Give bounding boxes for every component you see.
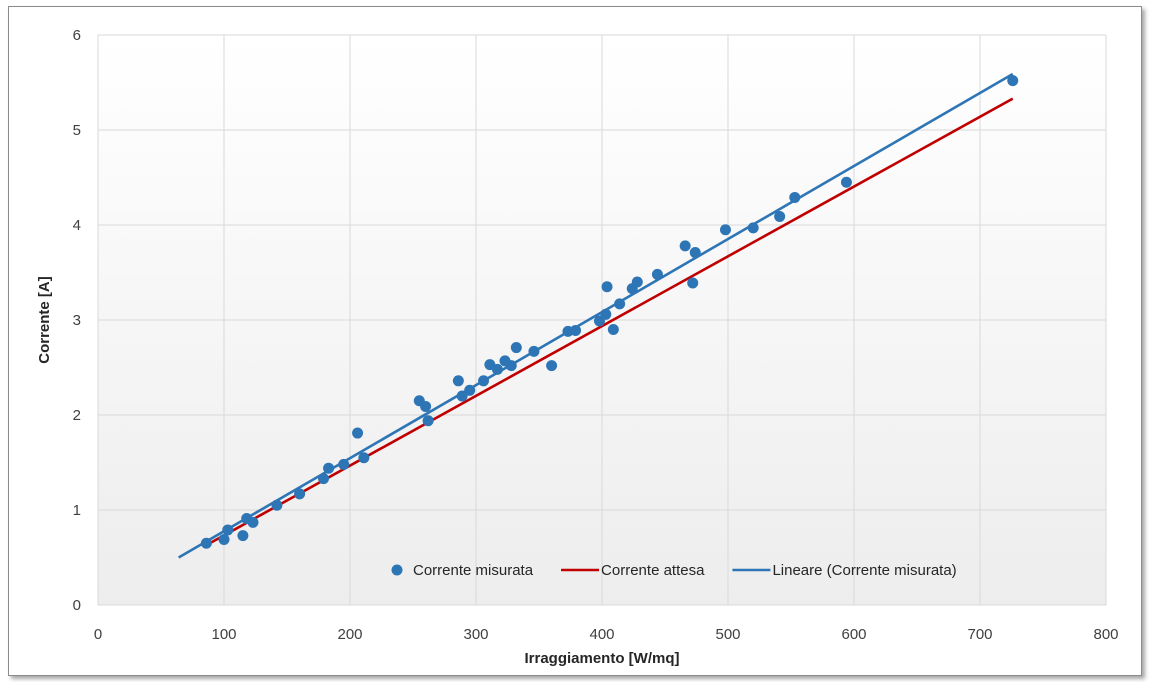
data-point bbox=[528, 345, 540, 357]
data-point bbox=[323, 462, 335, 474]
x-tick-label: 100 bbox=[211, 626, 236, 643]
x-tick-label: 500 bbox=[715, 626, 740, 643]
series-lines bbox=[177, 72, 1014, 559]
x-tick-label: 200 bbox=[337, 626, 362, 643]
data-point bbox=[294, 488, 306, 500]
data-point bbox=[200, 537, 212, 549]
data-point bbox=[491, 363, 503, 375]
data-point bbox=[600, 308, 612, 320]
data-point bbox=[271, 499, 283, 511]
data-point bbox=[840, 176, 852, 188]
data-point bbox=[510, 342, 522, 354]
data-point bbox=[505, 360, 517, 372]
data-point bbox=[631, 276, 643, 288]
data-point bbox=[222, 524, 234, 536]
y-axis-ticks: 0 1 2 3 4 5 6 bbox=[73, 27, 81, 614]
data-point bbox=[601, 281, 613, 293]
data-point bbox=[546, 360, 558, 372]
series-points bbox=[200, 75, 1019, 549]
data-point bbox=[420, 400, 432, 412]
data-point bbox=[789, 191, 801, 203]
legend: Corrente misurata Corrente attesa Lineare … bbox=[391, 562, 957, 579]
legend-label: Corrente misurata bbox=[413, 562, 534, 579]
legend-label: Lineare (Corrente misurata) bbox=[772, 562, 956, 579]
x-tick-label: 400 bbox=[589, 626, 614, 643]
data-point bbox=[247, 516, 259, 528]
x-axis-ticks: 0 100 200 300 400 500 600 700 800 bbox=[94, 626, 1119, 643]
x-tick-label: 800 bbox=[1093, 626, 1118, 643]
x-tick-label: 300 bbox=[463, 626, 488, 643]
data-point bbox=[1007, 75, 1019, 87]
legend-item: Corrente attesa bbox=[561, 562, 705, 579]
data-point bbox=[478, 375, 490, 387]
data-point bbox=[607, 324, 619, 335]
data-point bbox=[237, 530, 249, 542]
data-point bbox=[687, 277, 699, 289]
data-point bbox=[774, 210, 786, 222]
legend-item: Lineare (Corrente misurata) bbox=[732, 562, 957, 579]
legend-marker bbox=[391, 564, 403, 576]
data-point bbox=[218, 533, 230, 545]
data-point bbox=[338, 458, 350, 470]
data-point bbox=[747, 222, 759, 234]
x-axis-title: Irraggiamento [W/mq] bbox=[524, 650, 679, 667]
data-point bbox=[689, 247, 701, 259]
data-point bbox=[422, 415, 434, 427]
x-tick-label: 600 bbox=[841, 626, 866, 643]
x-tick-label: 700 bbox=[967, 626, 992, 643]
data-point bbox=[614, 298, 626, 310]
data-point bbox=[318, 473, 330, 485]
data-point bbox=[719, 224, 731, 236]
legend-item: Corrente misurata bbox=[391, 562, 534, 579]
y-tick-label: 0 bbox=[73, 597, 81, 614]
y-tick-label: 3 bbox=[73, 312, 81, 329]
series-line-1 bbox=[205, 97, 1014, 547]
series-line-2 bbox=[177, 72, 1014, 559]
data-point bbox=[464, 384, 476, 396]
data-point bbox=[452, 375, 464, 387]
y-tick-label: 2 bbox=[73, 407, 81, 424]
y-tick-label: 4 bbox=[73, 217, 81, 234]
y-tick-label: 6 bbox=[73, 27, 81, 44]
chart-frame: 0 1 2 3 4 5 6 0 100 200 300 400 500 600 700 800 Corren… bbox=[8, 6, 1142, 676]
y-tick-label: 5 bbox=[73, 122, 81, 139]
gridlines bbox=[97, 34, 1107, 606]
data-point bbox=[679, 240, 691, 252]
data-point bbox=[352, 427, 364, 439]
scatter-chart: 0 1 2 3 4 5 6 0 100 200 300 400 500 600 700 800 Corren… bbox=[36, 27, 1119, 667]
data-point bbox=[358, 452, 370, 464]
x-tick-label: 0 bbox=[94, 626, 102, 643]
legend-label: Corrente attesa bbox=[601, 562, 705, 579]
data-point bbox=[651, 268, 663, 280]
data-point bbox=[456, 390, 468, 402]
y-tick-label: 1 bbox=[73, 502, 81, 519]
y-axis-title: Corrente [A] bbox=[36, 276, 53, 364]
data-point bbox=[570, 324, 582, 336]
